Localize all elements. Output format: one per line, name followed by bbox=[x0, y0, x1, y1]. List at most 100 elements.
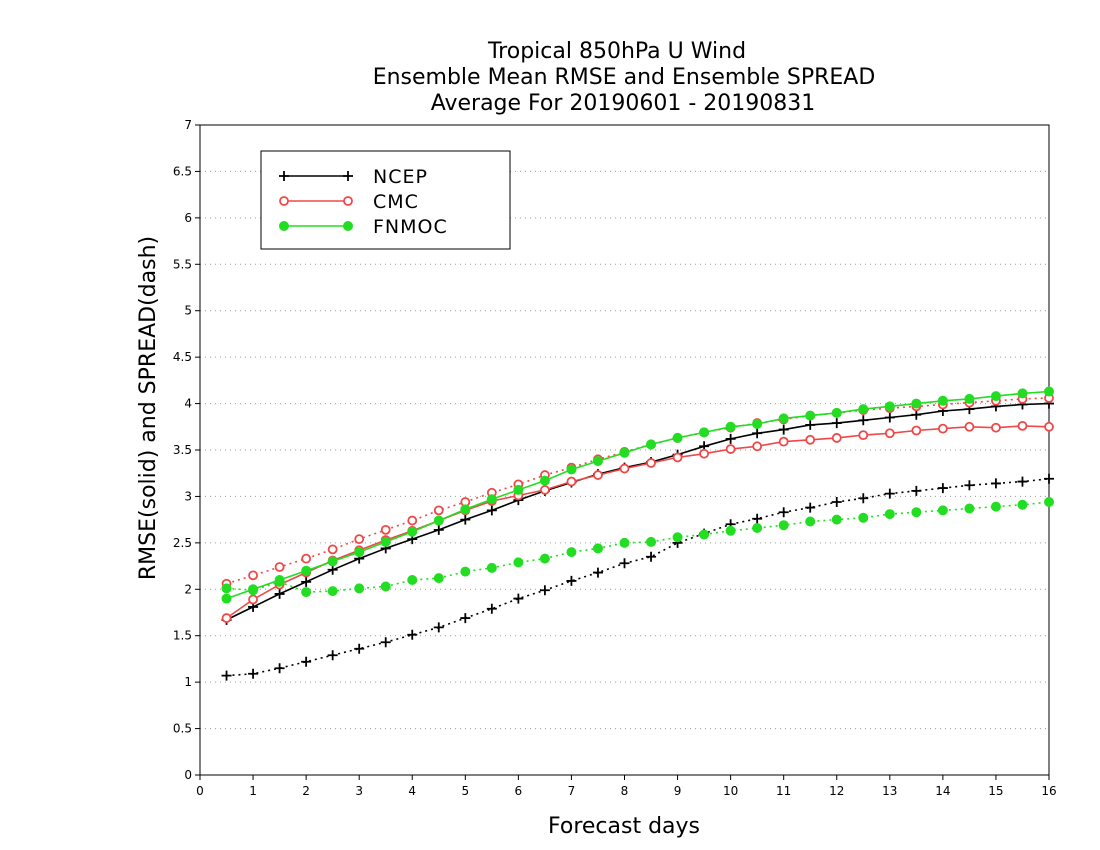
cmc-rmse-point bbox=[991, 422, 1001, 433]
cmc-rmse-point bbox=[221, 613, 232, 623]
x-tick-label: 8 bbox=[621, 784, 629, 798]
legend-marker-cmc bbox=[279, 196, 289, 206]
legend-label-ncep: NCEP bbox=[373, 166, 428, 188]
ncep-spread-point bbox=[274, 663, 285, 674]
cmc-rmse-point bbox=[593, 470, 603, 480]
ncep-spread-point bbox=[884, 488, 895, 499]
fnmoc-spread-point bbox=[327, 586, 338, 597]
fnmoc-rmse-point bbox=[327, 556, 338, 567]
fnmoc-spread-point bbox=[990, 501, 1001, 512]
fnmoc-spread-point bbox=[592, 543, 603, 554]
x-tick-label: 1 bbox=[249, 784, 257, 798]
chart-title-line-3: Average For 20190601 - 20190831 bbox=[431, 91, 816, 116]
legend-marker-fnmoc bbox=[279, 221, 289, 231]
fnmoc-rmse-point bbox=[884, 401, 895, 412]
fnmoc-spread-point bbox=[486, 562, 497, 573]
ncep-rmse-point bbox=[486, 505, 497, 516]
fnmoc-spread-point bbox=[354, 583, 365, 594]
fnmoc-rmse-point bbox=[752, 419, 763, 429]
fnmoc-spread-point bbox=[407, 575, 418, 585]
ncep-rmse-point bbox=[884, 412, 895, 423]
ncep-rmse-point bbox=[805, 419, 816, 430]
fnmoc-spread-point bbox=[539, 553, 550, 564]
cmc-spread-series bbox=[221, 393, 1054, 589]
fnmoc-spread-point bbox=[460, 566, 471, 577]
x-tick-label: 15 bbox=[988, 784, 1003, 798]
legend-item-ncep: NCEP bbox=[279, 166, 428, 188]
fnmoc-rmse-point bbox=[248, 584, 259, 595]
legend-marker-ncep bbox=[279, 171, 289, 181]
ncep-rmse-point bbox=[460, 514, 471, 525]
fnmoc-spread-point bbox=[964, 503, 975, 514]
ncep-spread-point bbox=[1017, 476, 1028, 487]
fnmoc-rmse-point bbox=[566, 464, 577, 475]
ncep-spread-point bbox=[911, 485, 922, 496]
ncep-rmse-point bbox=[831, 418, 842, 429]
ncep-rmse-point bbox=[858, 415, 869, 426]
fnmoc-rmse-point bbox=[619, 447, 630, 458]
ncep-rmse-point bbox=[778, 424, 789, 435]
ncep-spread-point bbox=[460, 613, 471, 624]
y-tick-label: 4 bbox=[184, 397, 192, 411]
cmc-spread-point bbox=[248, 570, 258, 581]
fnmoc-rmse-point bbox=[725, 421, 736, 432]
cmc-rmse-point bbox=[937, 423, 948, 434]
fnmoc-rmse-point bbox=[301, 565, 312, 576]
fnmoc-rmse-line bbox=[226, 390, 1050, 600]
cmc-rmse-point bbox=[672, 452, 683, 463]
fnmoc-spread-point bbox=[884, 509, 895, 520]
x-tick-label: 9 bbox=[674, 784, 682, 798]
y-tick-label: 7 bbox=[184, 118, 192, 132]
legend-label-cmc: CMC bbox=[373, 191, 419, 213]
legend-item-fnmoc: FNMOC bbox=[279, 216, 448, 238]
cmc-rmse-point bbox=[778, 436, 789, 447]
y-tick-label: 2.5 bbox=[173, 536, 192, 550]
ncep-rmse-series bbox=[221, 398, 1054, 625]
x-tick-label: 0 bbox=[196, 784, 204, 798]
fnmoc-spread-series bbox=[221, 497, 1054, 598]
y-tick-label: 1.5 bbox=[173, 629, 192, 643]
ncep-spread-line bbox=[226, 478, 1050, 677]
cmc-rmse-point bbox=[964, 421, 975, 432]
fnmoc-spread-point bbox=[725, 525, 736, 536]
fnmoc-spread-point bbox=[301, 587, 312, 598]
cmc-rmse-point bbox=[619, 463, 630, 474]
legend-marker-fnmoc bbox=[343, 221, 353, 231]
cmc-rmse-point bbox=[1044, 421, 1054, 432]
x-tick-label: 14 bbox=[935, 784, 950, 798]
fnmoc-rmse-point bbox=[274, 575, 285, 585]
fnmoc-spread-point bbox=[221, 583, 232, 594]
ncep-spread-point bbox=[539, 585, 550, 596]
ncep-spread-point bbox=[301, 656, 312, 667]
fnmoc-spread-point bbox=[380, 581, 391, 592]
fnmoc-spread-point bbox=[937, 505, 948, 516]
x-tick-label: 7 bbox=[568, 784, 576, 798]
cmc-spread-point bbox=[407, 515, 418, 526]
x-tick-label: 16 bbox=[1041, 784, 1056, 798]
fnmoc-rmse-point bbox=[778, 413, 789, 424]
cmc-spread-point bbox=[354, 534, 365, 545]
cmc-spread-point bbox=[301, 553, 312, 564]
fnmoc-rmse-point bbox=[672, 432, 683, 443]
ncep-spread-point bbox=[380, 637, 391, 648]
fnmoc-rmse-series bbox=[221, 386, 1054, 604]
cmc-rmse-point bbox=[540, 485, 550, 495]
cmc-rmse-point bbox=[725, 444, 736, 454]
y-tick-label: 5.5 bbox=[173, 257, 192, 271]
ncep-rmse-point bbox=[301, 576, 312, 587]
legend-label-fnmoc: FNMOC bbox=[373, 216, 448, 238]
fnmoc-rmse-point bbox=[433, 515, 444, 526]
legend-item-cmc: CMC bbox=[279, 191, 419, 213]
x-tick-label: 11 bbox=[776, 784, 791, 798]
fnmoc-rmse-point bbox=[407, 526, 418, 537]
y-tick-label: 0.5 bbox=[173, 722, 192, 736]
y-tick-label: 1 bbox=[184, 675, 192, 689]
fnmoc-rmse-point bbox=[937, 395, 948, 406]
y-tick-label: 4.5 bbox=[173, 350, 192, 364]
x-tick-label: 12 bbox=[829, 784, 844, 798]
ncep-rmse-point bbox=[725, 433, 736, 444]
ncep-rmse-point bbox=[327, 564, 338, 575]
fnmoc-spread-point bbox=[699, 529, 710, 540]
fnmoc-rmse-point bbox=[486, 494, 497, 505]
fnmoc-rmse-point bbox=[354, 547, 365, 558]
